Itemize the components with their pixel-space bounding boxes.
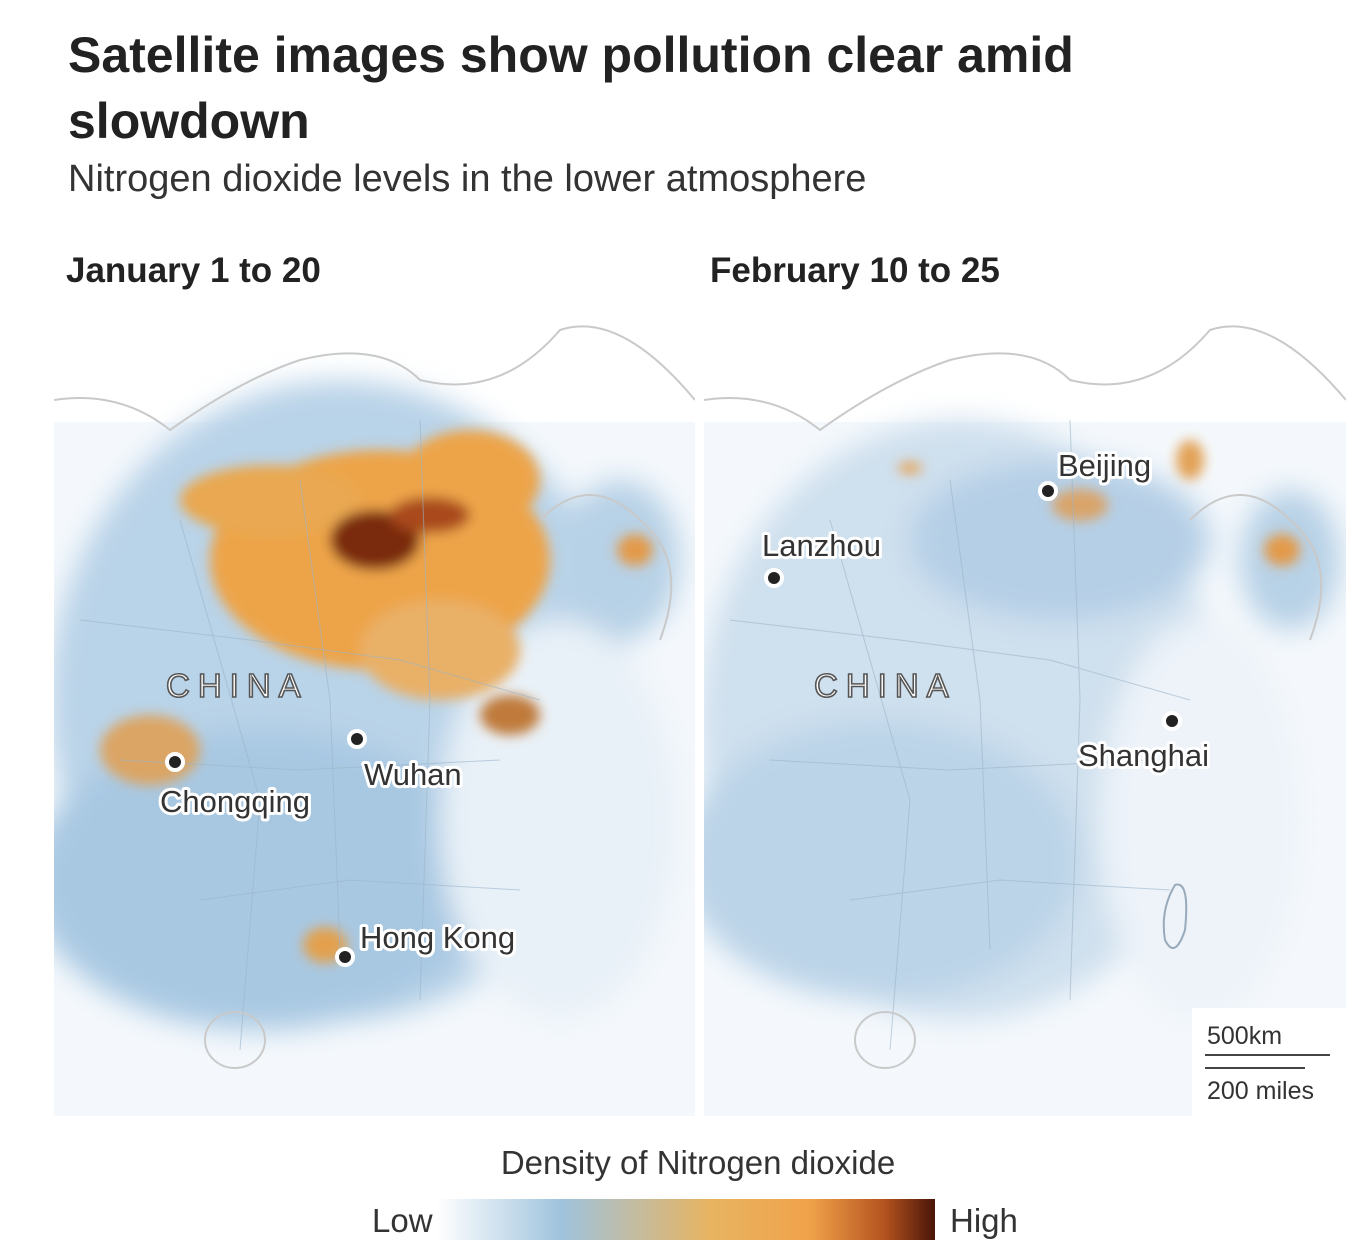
island [204, 1011, 266, 1069]
legend-gradient [437, 1199, 935, 1240]
city-dot [1162, 711, 1182, 731]
city-dot [347, 729, 367, 749]
pollution [100, 430, 653, 963]
subtitle: Nitrogen dioxide levels in the lower atm… [68, 158, 867, 200]
border [539, 494, 673, 641]
scale-km: 500km [1207, 1022, 1282, 1050]
legend-title: Density of Nitrogen dioxide [501, 1144, 895, 1181]
map-february [704, 302, 1346, 1116]
border [54, 325, 695, 432]
pollution [898, 440, 1300, 566]
scale-box [1192, 1008, 1346, 1116]
roads [729, 419, 1191, 1051]
legend-high: High [950, 1202, 1018, 1239]
title: Satellite images show pollution clear am… [68, 27, 1074, 149]
island [1162, 883, 1188, 949]
city-dot [764, 568, 784, 588]
legend-low: Low [372, 1202, 433, 1239]
city-dot [335, 947, 355, 967]
scale-miles: 200 miles [1207, 1077, 1314, 1105]
haze [704, 420, 1340, 1020]
city-label: Hong Kong [360, 920, 515, 955]
city-label: Wuhan [364, 757, 462, 792]
map-background [704, 302, 1346, 422]
city-label: Shanghai [1078, 738, 1209, 773]
city-dot [165, 752, 185, 772]
country-label: CHINA [814, 667, 957, 704]
border [1189, 494, 1323, 641]
panel-title: February 10 to 25 [710, 251, 1000, 290]
roads [79, 419, 541, 1051]
border [704, 325, 1346, 432]
city-label: Chongqing [160, 784, 310, 819]
city-dot [1038, 481, 1058, 501]
map-january [54, 302, 695, 1116]
country-label: CHINA [166, 667, 309, 704]
city-label: Lanzhou [762, 528, 881, 563]
island [854, 1011, 916, 1069]
panel-title: January 1 to 20 [66, 251, 321, 290]
city-label: Beijing [1058, 448, 1151, 483]
